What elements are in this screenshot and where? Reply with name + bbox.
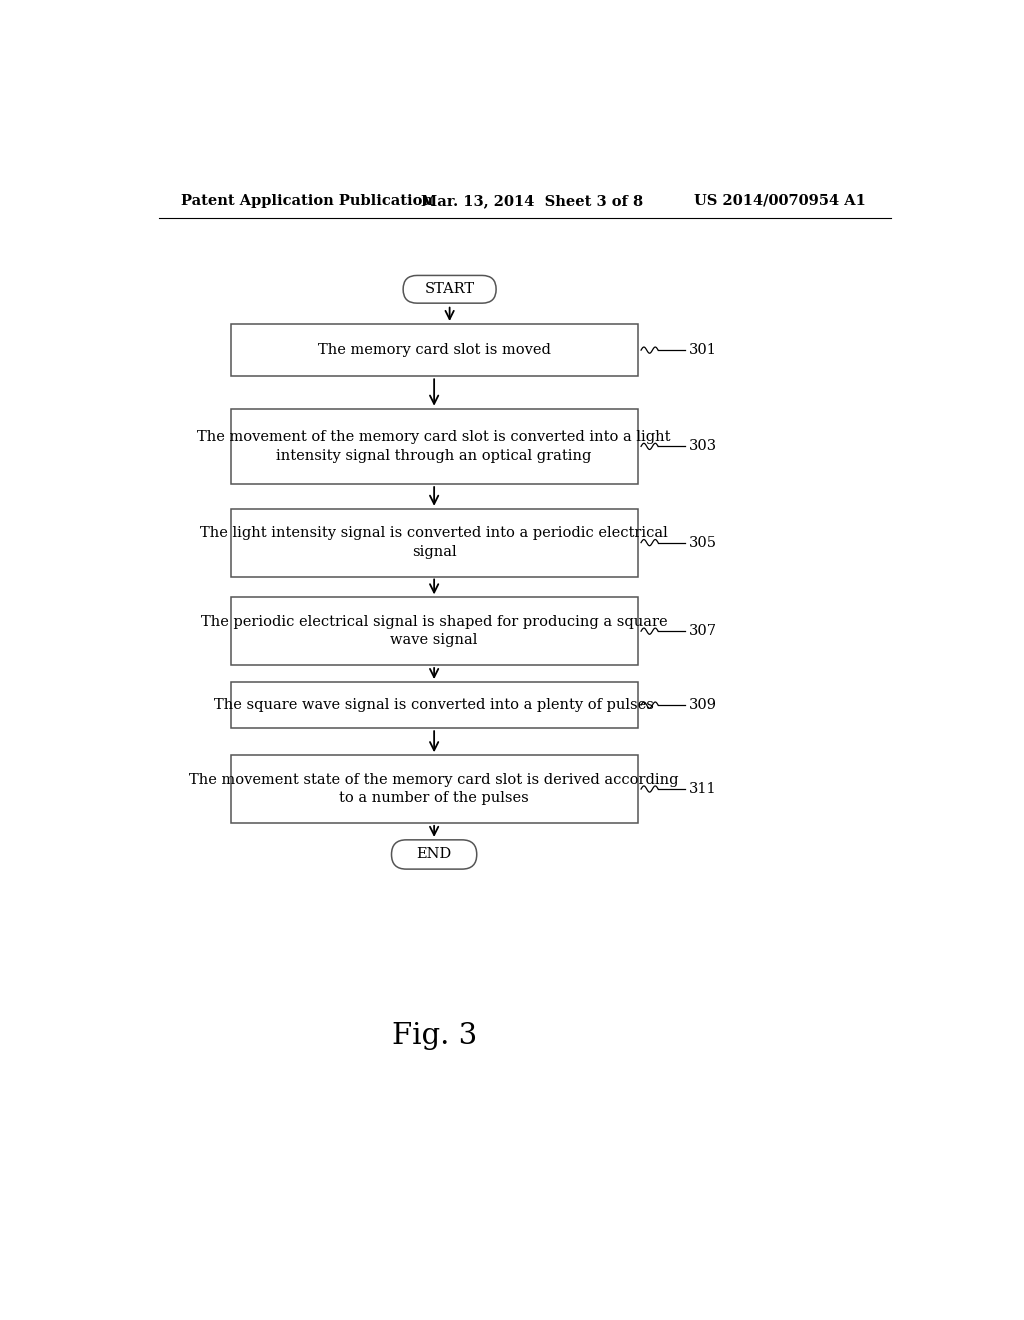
Text: 301: 301 bbox=[689, 343, 717, 358]
Text: US 2014/0070954 A1: US 2014/0070954 A1 bbox=[693, 194, 865, 207]
FancyBboxPatch shape bbox=[230, 682, 638, 729]
FancyBboxPatch shape bbox=[391, 840, 477, 869]
Text: END: END bbox=[417, 847, 452, 862]
Text: Mar. 13, 2014  Sheet 3 of 8: Mar. 13, 2014 Sheet 3 of 8 bbox=[421, 194, 643, 207]
FancyBboxPatch shape bbox=[230, 508, 638, 577]
Text: The movement state of the memory card slot is derived according
to a number of t: The movement state of the memory card sl… bbox=[189, 772, 679, 805]
FancyBboxPatch shape bbox=[230, 409, 638, 484]
Text: 309: 309 bbox=[689, 698, 717, 711]
FancyBboxPatch shape bbox=[230, 598, 638, 665]
Text: 311: 311 bbox=[689, 781, 717, 796]
Text: The memory card slot is moved: The memory card slot is moved bbox=[317, 343, 551, 358]
FancyBboxPatch shape bbox=[403, 276, 496, 304]
Text: The movement of the memory card slot is converted into a light
intensity signal : The movement of the memory card slot is … bbox=[198, 430, 671, 462]
FancyBboxPatch shape bbox=[230, 323, 638, 376]
Text: 307: 307 bbox=[689, 624, 717, 638]
FancyBboxPatch shape bbox=[230, 755, 638, 822]
Text: 303: 303 bbox=[689, 440, 717, 453]
Text: The periodic electrical signal is shaped for producing a square
wave signal: The periodic electrical signal is shaped… bbox=[201, 615, 668, 647]
Text: The square wave signal is converted into a plenty of pulses: The square wave signal is converted into… bbox=[214, 698, 654, 711]
Text: Patent Application Publication: Patent Application Publication bbox=[180, 194, 433, 207]
Text: START: START bbox=[425, 282, 475, 296]
Text: 305: 305 bbox=[689, 536, 717, 549]
Text: The light intensity signal is converted into a periodic electrical
signal: The light intensity signal is converted … bbox=[201, 527, 668, 558]
Text: Fig. 3: Fig. 3 bbox=[391, 1022, 477, 1051]
